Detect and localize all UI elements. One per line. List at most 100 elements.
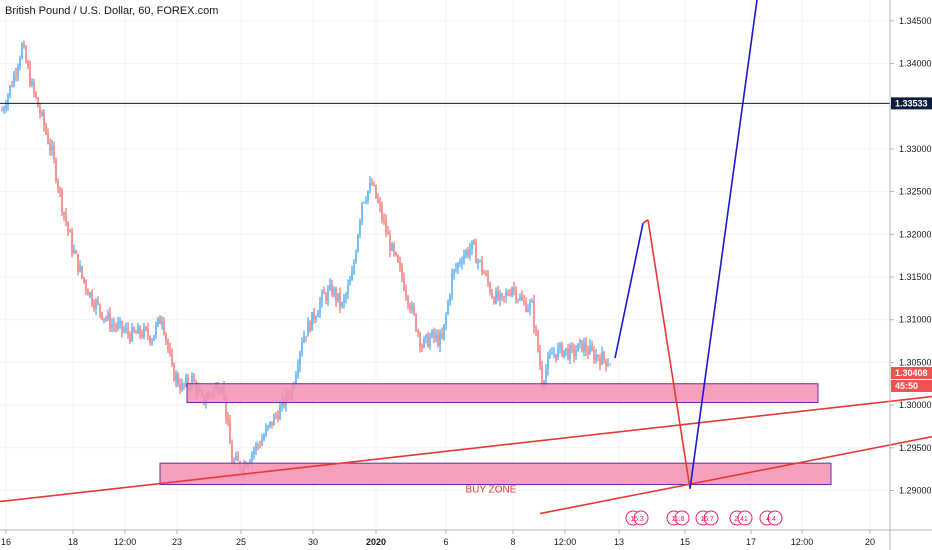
candle-body bbox=[1, 110, 3, 112]
candle-body bbox=[597, 354, 599, 359]
candle-body bbox=[563, 350, 565, 357]
candle-body bbox=[109, 313, 111, 328]
candle-body bbox=[599, 358, 601, 365]
time-axis[interactable]: 16 18 12:00 23 25 30 2020 6 8 12:00 13 15 17 12:00 20 bbox=[1, 530, 875, 547]
candle-body bbox=[445, 314, 447, 325]
price-tick-label: 1.29000 bbox=[899, 486, 932, 496]
price-tick-label: 1.34500 bbox=[899, 16, 932, 26]
candle-body bbox=[133, 327, 135, 332]
candle-body bbox=[161, 321, 163, 324]
candle-body bbox=[91, 292, 93, 305]
event-badge-label: 4:4 bbox=[766, 516, 776, 523]
candle-body bbox=[187, 377, 189, 386]
candle-body bbox=[41, 112, 43, 115]
candle-body bbox=[397, 255, 399, 263]
candle-body bbox=[107, 313, 109, 319]
candle-body bbox=[259, 444, 261, 446]
candle-body bbox=[405, 290, 407, 297]
candle-body bbox=[55, 159, 57, 181]
candle-body bbox=[135, 331, 137, 334]
time-tick-label: 20 bbox=[865, 537, 875, 547]
candle-body bbox=[325, 294, 327, 301]
time-tick-label: 23 bbox=[172, 537, 182, 547]
candle-body bbox=[99, 303, 101, 313]
candle-body bbox=[375, 184, 377, 199]
candle-body bbox=[61, 190, 63, 212]
candle-body bbox=[21, 43, 23, 59]
candle-body bbox=[507, 293, 509, 295]
candle-body bbox=[349, 280, 351, 286]
price-axis[interactable]: 1.345001.340001.335001.330001.325001.320… bbox=[890, 16, 932, 496]
projection-segment bbox=[689, 0, 758, 489]
candle-body bbox=[443, 324, 445, 339]
candle-body bbox=[393, 243, 395, 253]
countdown-tag-bg bbox=[891, 380, 932, 392]
candle-body bbox=[423, 337, 425, 348]
candle-body bbox=[513, 287, 515, 289]
candle-body bbox=[531, 301, 533, 303]
candle-body bbox=[505, 293, 507, 297]
candle-body bbox=[27, 62, 29, 67]
candle-body bbox=[369, 182, 371, 191]
event-badge-label: 15:3 bbox=[630, 516, 644, 523]
candle-body bbox=[537, 330, 539, 352]
candle-body bbox=[339, 293, 341, 307]
candle-body bbox=[341, 302, 343, 307]
candle-body bbox=[313, 312, 315, 320]
candle-body bbox=[271, 421, 273, 426]
candle-body bbox=[491, 293, 493, 298]
time-tick-label: 12:00 bbox=[791, 537, 814, 547]
candle-body bbox=[539, 351, 541, 367]
candle-body bbox=[73, 250, 75, 253]
time-tick-label: 15 bbox=[680, 537, 690, 547]
time-tick-label: 8 bbox=[510, 537, 515, 547]
candle-body bbox=[7, 94, 9, 106]
candle-body bbox=[533, 301, 535, 328]
candle-body bbox=[183, 383, 185, 385]
candle-body bbox=[403, 277, 405, 291]
candle-body bbox=[581, 340, 583, 352]
candle-body bbox=[13, 74, 15, 87]
candle-body bbox=[485, 273, 487, 275]
candle-body bbox=[447, 301, 449, 315]
candle-body bbox=[395, 252, 397, 256]
candle-body bbox=[549, 354, 551, 358]
candle-body bbox=[461, 261, 463, 264]
candle-body bbox=[413, 304, 415, 314]
candle-body bbox=[151, 340, 153, 343]
candle-body bbox=[255, 444, 257, 451]
candle-body bbox=[573, 347, 575, 356]
candle-body bbox=[607, 364, 609, 366]
candle-body bbox=[347, 285, 349, 294]
candle-body bbox=[143, 327, 145, 337]
candle-body bbox=[493, 297, 495, 304]
candle-body bbox=[337, 293, 339, 301]
candle-body bbox=[457, 263, 459, 269]
candle-body bbox=[57, 180, 59, 189]
candle-body bbox=[523, 300, 525, 302]
candle-body bbox=[603, 351, 605, 360]
event-badges[interactable]: 15:3 11:8 16:7 2:41 4:4 bbox=[625, 510, 783, 526]
candle-body bbox=[473, 240, 475, 245]
candle-body bbox=[167, 340, 169, 349]
candle-body bbox=[381, 206, 383, 220]
time-tick-label: 13 bbox=[614, 537, 624, 547]
candle-body bbox=[499, 293, 501, 300]
event-badge-icon bbox=[633, 510, 649, 526]
candle-body bbox=[127, 328, 129, 334]
candle-body bbox=[411, 304, 413, 311]
candle-body bbox=[227, 418, 229, 422]
candle-body bbox=[527, 308, 529, 312]
candle-body bbox=[583, 342, 585, 352]
candle-body bbox=[265, 428, 267, 436]
candle-body bbox=[153, 335, 155, 341]
candle-body bbox=[229, 421, 231, 444]
candlestick-series bbox=[1, 40, 611, 480]
candle-body bbox=[103, 318, 105, 320]
candle-body bbox=[139, 326, 141, 335]
candle-body bbox=[497, 290, 499, 300]
hline-price-tag: 1.33533 bbox=[895, 98, 928, 108]
candle-body bbox=[17, 66, 19, 75]
